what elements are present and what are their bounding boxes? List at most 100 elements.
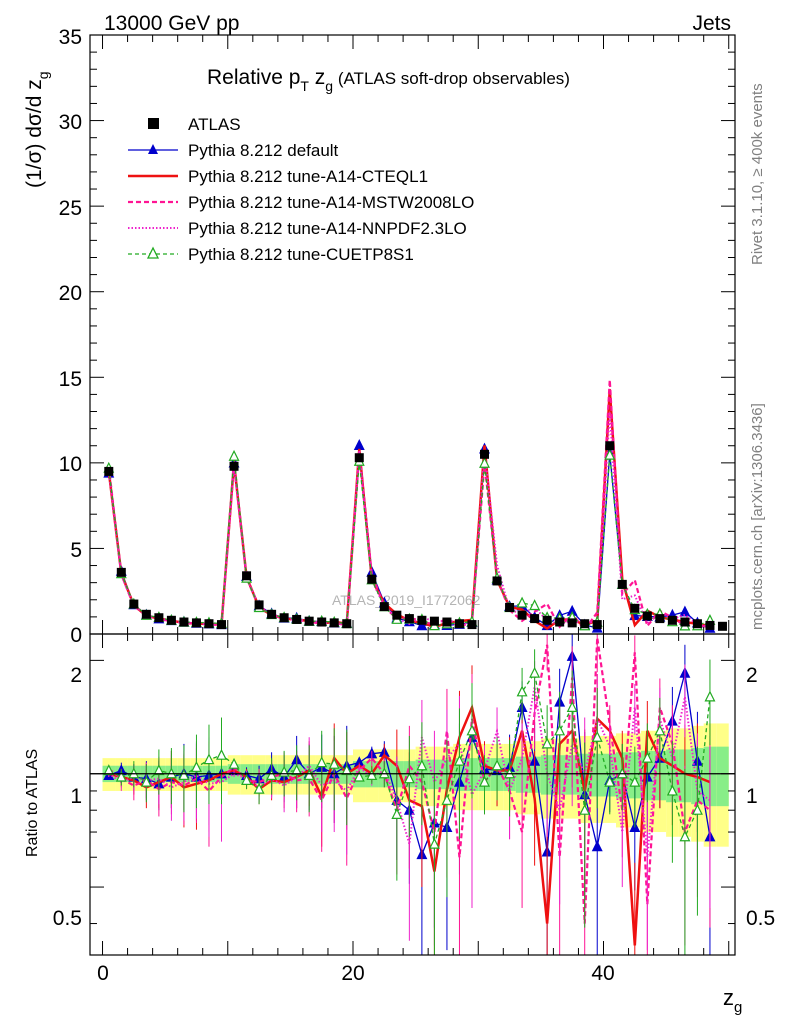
legend-label: Pythia 8.212 tune-A14-MSTW2008LO (188, 193, 474, 212)
ratio-marker (140, 775, 152, 787)
atlas-data-point (329, 618, 339, 628)
atlas-data-point (592, 620, 602, 630)
atlas-data-point (567, 618, 577, 628)
atlas-data-point (104, 466, 114, 476)
ratio-marker (216, 748, 227, 760)
atlas-data-point (555, 617, 565, 627)
atlas-data-point (404, 614, 414, 624)
main-series-line (107, 411, 711, 628)
legend-label: Pythia 8.212 tune-CUETP8S1 (188, 245, 414, 264)
atlas-data-point (317, 617, 327, 627)
process-label: Jets (692, 12, 731, 35)
ratio-marker (579, 803, 591, 815)
atlas-data-point (429, 616, 439, 626)
ratio-marker (366, 769, 378, 780)
legend-item-default: Pythia 8.212 default (128, 141, 339, 160)
atlas-data-point (492, 576, 502, 586)
ratio-marker (604, 775, 616, 787)
atlas-data-point (342, 619, 352, 629)
atlas-data-point (116, 567, 126, 577)
atlas-data-point (630, 603, 640, 613)
legend-item-mstw: Pythia 8.212 tune-A14-MSTW2008LO (128, 193, 474, 212)
atlas-data-point (279, 613, 289, 623)
atlas-data-point (267, 609, 277, 619)
main-marker (679, 605, 691, 617)
ratio-marker (541, 737, 553, 749)
ratio-frame (89, 633, 736, 956)
atlas-data-point (141, 609, 151, 619)
rivet-label: Rivet 3.1.10, ≥ 400k events (749, 83, 766, 265)
ratio-ytick-label: 0.5 (53, 907, 82, 930)
xtick-labels: 0 20 40 (97, 962, 615, 985)
main-marker (479, 456, 490, 468)
ratio-marker (241, 774, 253, 785)
main-marker (228, 449, 240, 461)
ratio-marker (428, 837, 440, 849)
ratio-marker (115, 770, 127, 782)
ratio-marker (516, 685, 528, 697)
main-plot-marks (103, 379, 727, 633)
ratio-plot-marks (90, 634, 735, 955)
main-marker (416, 619, 428, 631)
ratio-marker (291, 764, 303, 776)
ratio-marker (479, 775, 490, 787)
ratio-marker (629, 775, 641, 787)
atlas-data-point (517, 610, 527, 620)
ratio-marker (316, 756, 328, 768)
ratio-marker (554, 724, 566, 736)
atlas-data-point (605, 441, 615, 451)
main-ytick-label: 30 (59, 111, 82, 134)
ratio-marker (566, 701, 578, 713)
ratio-marker (391, 807, 403, 819)
main-frame (89, 34, 736, 635)
ratio-marker (203, 753, 215, 765)
atlas-data-point (580, 619, 590, 629)
legend-marker-atlas (148, 118, 159, 129)
legend: ATLAS Pythia 8.212 default Pythia 8.212 … (128, 115, 474, 264)
legend-item-cteql1: Pythia 8.212 tune-A14-CTEQL1 (128, 167, 428, 186)
xtick-label: 40 (591, 962, 614, 985)
ratio-ytick-label-right: 1 (746, 785, 758, 808)
main-ytick-label: 35 (59, 26, 82, 49)
main-marker (529, 599, 541, 611)
main-marker (604, 448, 616, 460)
data-band-inner (716, 746, 729, 807)
xtick-label: 20 (341, 962, 364, 985)
atlas-data-point (304, 616, 314, 626)
ratio-marker (666, 784, 678, 796)
atlas-data-point (179, 617, 189, 627)
atlas-data-point (655, 614, 665, 624)
ratio-marker (153, 764, 165, 776)
watermark: ATLAS_2019_I1772062 (332, 592, 481, 608)
atlas-data-point (292, 614, 302, 624)
ratio-marker (253, 782, 265, 794)
atlas-data-point (692, 619, 702, 629)
main-ytick-label: 5 (70, 539, 82, 562)
ratio-marker (353, 770, 365, 782)
ratio-marker (466, 724, 478, 736)
main-marker (516, 596, 528, 608)
atlas-data-point (242, 571, 252, 581)
atlas-data-point (217, 620, 227, 630)
atlas-data-point (417, 615, 427, 625)
atlas-data-point (129, 599, 139, 609)
atlas-data-point (166, 615, 176, 625)
ratio-marker (591, 840, 603, 852)
atlas-data-point (680, 617, 690, 627)
plot-frames (89, 34, 736, 956)
legend-label: Pythia 8.212 tune-A14-CTEQL1 (188, 167, 428, 186)
atlas-data-point (705, 620, 715, 630)
energy-label: 13000 GeV pp (104, 12, 239, 35)
legend-label: Pythia 8.212 tune-A14-NNPDF2.3LO (188, 219, 467, 238)
ratio-ytick-label: 2 (70, 664, 82, 687)
atlas-data-point (392, 610, 402, 620)
atlas-data-point (505, 602, 515, 612)
main-ytick-label: 15 (59, 368, 82, 391)
legend-label: Pythia 8.212 default (188, 141, 339, 160)
ratio-marker (266, 769, 278, 780)
main-marker (353, 439, 365, 450)
main-ytick-label: 20 (59, 282, 82, 305)
ratio-marker (491, 759, 503, 771)
ratio-marker (328, 757, 340, 769)
